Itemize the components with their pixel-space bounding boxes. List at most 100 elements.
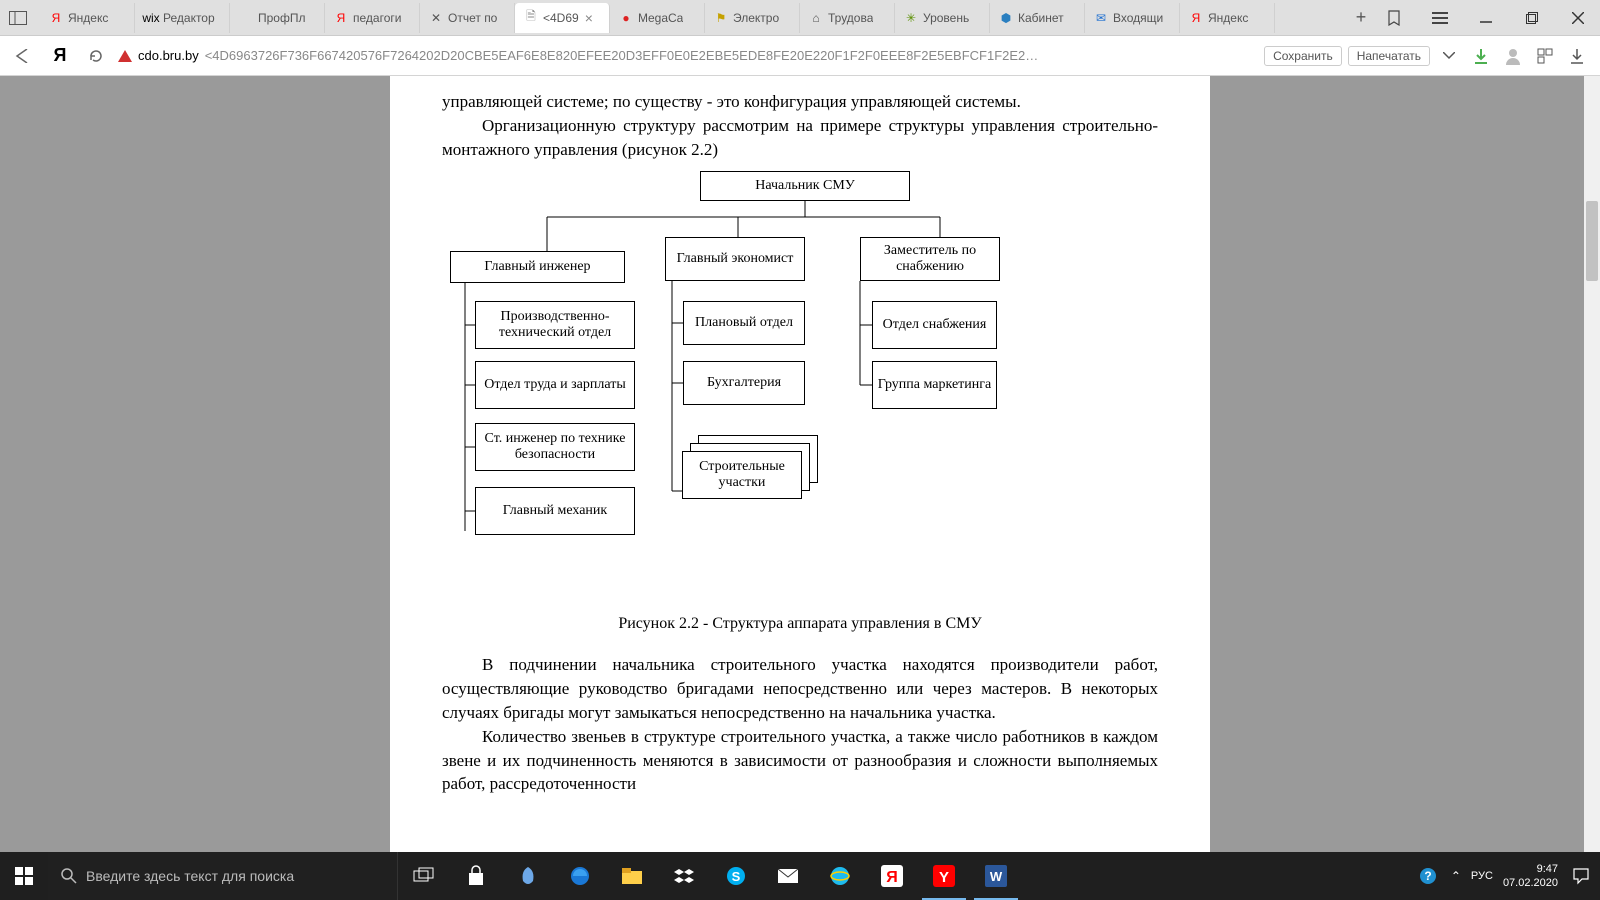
org-node-col2_h: Главный экономист [665, 237, 805, 281]
download-icon[interactable] [1468, 43, 1494, 69]
save-pill[interactable]: Сохранить [1264, 46, 1342, 66]
paragraph-text: Количество звеньев в структуре строитель… [442, 727, 1158, 794]
tab-5[interactable]: 🗎 <4D69 × [515, 3, 610, 33]
tab-favicon: ⌂ [808, 10, 824, 26]
tab-11[interactable]: ✉Входящи [1085, 3, 1180, 33]
taskbar: Введите здесь текст для поиска S Я Y W ?… [0, 852, 1600, 900]
tab-label: <4D69 [543, 11, 579, 25]
svg-text:?: ? [1424, 869, 1431, 883]
tab-8[interactable]: ⌂ Трудова [800, 3, 895, 33]
tab-favicon: Я [333, 10, 349, 26]
tab-label: Яндекс [68, 11, 108, 25]
clock-time: 9:47 [1537, 862, 1558, 876]
url-path: <4D6963726F736F667420576F7264202D20CBE5E… [205, 48, 1039, 63]
tab-label: Отчет по [448, 11, 497, 25]
panel-toggle-icon[interactable] [4, 4, 32, 32]
org-node-c1_4: Главный механик [475, 487, 635, 535]
ie-icon[interactable] [814, 852, 866, 900]
tab-12[interactable]: ЯЯндекс [1180, 3, 1275, 33]
tab-favicon: Я [1188, 10, 1204, 26]
taskbar-apps: S Я Y W [450, 852, 1022, 900]
close-window-button[interactable] [1560, 3, 1596, 33]
menu-icon[interactable] [1422, 3, 1458, 33]
paragraph: Организационную структуру рассмотрим на … [390, 114, 1210, 162]
scrollbar-track[interactable] [1584, 76, 1600, 852]
security-warning-icon [118, 50, 132, 62]
browser-tab-bar: ЯЯндексwixРедакторПрофПлЯпедагоги✕Отчет … [0, 0, 1600, 36]
print-pill[interactable]: Напечатать [1348, 46, 1430, 66]
minimize-button[interactable] [1468, 3, 1504, 33]
org-node-c3_2: Группа маркетинга [872, 361, 997, 409]
maximize-button[interactable] [1514, 3, 1550, 33]
tab-6[interactable]: ●MegaCa [610, 3, 705, 33]
tab-4[interactable]: ✕ Отчет по [420, 3, 515, 33]
document-page: управляющей системе; по существу - это к… [390, 76, 1210, 852]
language-indicator[interactable]: РУС [1471, 870, 1493, 882]
downloads-arrow-icon[interactable] [1564, 43, 1590, 69]
paragraph: управляющей системе; по существу - это к… [390, 90, 1210, 114]
svg-text:S: S [732, 869, 741, 884]
tab-10[interactable]: ⬢Кабинет [990, 3, 1085, 33]
chevron-down-icon[interactable] [1436, 43, 1462, 69]
system-tray: ? ⌃ РУС 9:47 07.02.2020 [1415, 862, 1600, 891]
document-viewport: управляющей системе; по существу - это к… [0, 76, 1600, 852]
store-icon[interactable] [450, 852, 502, 900]
file-explorer-icon[interactable] [606, 852, 658, 900]
org-node-c2_2: Бухгалтерия [683, 361, 805, 405]
svg-text:W: W [990, 869, 1003, 884]
svg-text:Я: Я [886, 869, 898, 886]
paragraph-text: Организационную структуру рассмотрим на … [442, 116, 1158, 159]
tab-favicon: ⚑ [713, 10, 729, 26]
tab-favicon: ✕ [428, 10, 444, 26]
scrollbar-thumb[interactable] [1586, 201, 1598, 281]
mail-icon[interactable] [762, 852, 814, 900]
help-icon[interactable]: ? [1415, 863, 1441, 889]
tray-chevron-icon[interactable]: ⌃ [1451, 869, 1461, 883]
org-chart: Начальник СМУ Главный инженер Главный экон… [390, 161, 1210, 591]
svg-text:Y: Y [939, 869, 949, 886]
task-view-icon[interactable] [398, 852, 450, 900]
tab-1[interactable]: wix Редактор [135, 3, 230, 33]
yandex-app-icon[interactable]: Я [866, 852, 918, 900]
back-button[interactable] [10, 42, 38, 70]
clock[interactable]: 9:47 07.02.2020 [1503, 862, 1558, 891]
paragraph-text: В подчинении начальника строительного уч… [442, 655, 1158, 722]
tab-0[interactable]: ЯЯндекс [40, 3, 135, 33]
taskbar-search[interactable]: Введите здесь текст для поиска [48, 852, 398, 900]
figure-caption: Рисунок 2.2 - Структура аппарата управле… [390, 615, 1210, 633]
org-node-root: Начальник СМУ [700, 171, 910, 201]
edge-icon[interactable] [554, 852, 606, 900]
reload-button[interactable] [82, 42, 110, 70]
tab-7[interactable]: ⚑Электро [705, 3, 800, 33]
paragraph: Количество звеньев в структуре строитель… [390, 725, 1210, 796]
tab-label: Редактор [163, 11, 215, 25]
org-node-c2_1: Плановый отдел [683, 301, 805, 345]
start-button[interactable] [0, 852, 48, 900]
tab-3[interactable]: Япедагоги [325, 3, 420, 33]
tab-close-icon[interactable]: × [585, 10, 593, 26]
yandex-browser-icon[interactable]: Y [918, 852, 970, 900]
tab-2[interactable]: ПрофПл [230, 3, 325, 33]
bookmark-icon[interactable] [1376, 3, 1412, 33]
tab-favicon [238, 10, 254, 26]
skype-icon[interactable]: S [710, 852, 762, 900]
tab-9[interactable]: ✳Уровень [895, 3, 990, 33]
extensions-icon[interactable] [1532, 43, 1558, 69]
tab-label: Входящи [1113, 11, 1163, 25]
tab-favicon: 🗎 [523, 10, 539, 26]
paragraph: В подчинении начальника строительного уч… [390, 653, 1210, 724]
action-center-icon[interactable] [1568, 863, 1594, 889]
org-node-col1_h: Главный инженер [450, 251, 625, 283]
url-field[interactable]: cdo.bru.by <4D6963726F736F667420576F7264… [118, 48, 1256, 63]
clock-date: 07.02.2020 [1503, 876, 1558, 890]
new-tab-button[interactable]: + [1346, 3, 1376, 33]
app-icon-1[interactable] [502, 852, 554, 900]
tab-label: MegaCa [638, 11, 683, 25]
search-placeholder: Введите здесь текст для поиска [86, 868, 294, 884]
tab-label: Трудова [828, 11, 873, 25]
yandex-home-icon[interactable]: Я [46, 42, 74, 70]
word-icon[interactable]: W [970, 852, 1022, 900]
profile-icon[interactable] [1500, 43, 1526, 69]
dropbox-icon[interactable] [658, 852, 710, 900]
tab-favicon: wix [143, 10, 159, 26]
